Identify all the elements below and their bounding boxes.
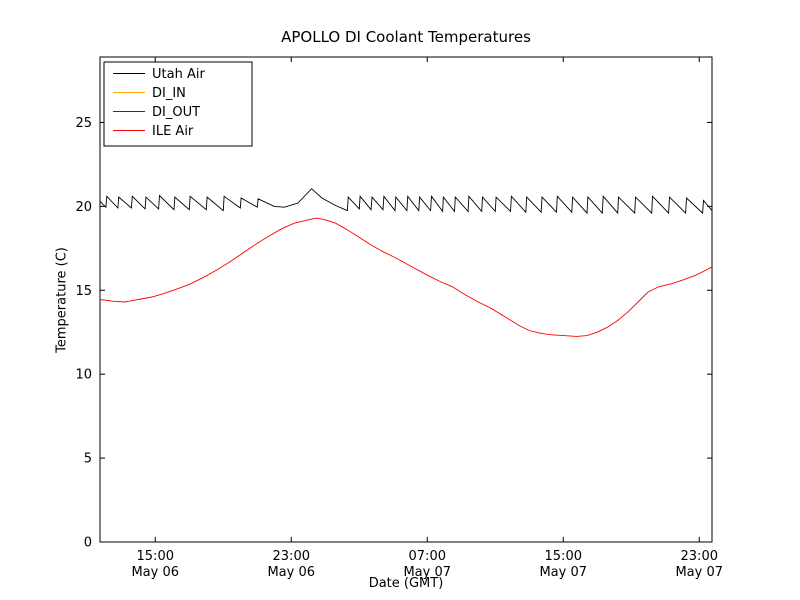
series-line-ile-air bbox=[99, 217, 713, 337]
y-tick-label: 25 bbox=[75, 116, 92, 131]
x-tick-label-date: May 06 bbox=[131, 565, 179, 580]
legend-label: DI_OUT bbox=[152, 105, 200, 120]
chart-title: APOLLO DI Coolant Temperatures bbox=[281, 28, 531, 46]
legend-label: Utah Air bbox=[152, 67, 205, 82]
y-tick-label: 15 bbox=[75, 284, 92, 299]
legend-label: DI_IN bbox=[152, 86, 186, 101]
y-tick-label: 10 bbox=[75, 368, 92, 383]
x-tick-label-time: 23:00 bbox=[273, 549, 310, 564]
series-line-utah-air bbox=[99, 188, 713, 215]
y-tick-label: 20 bbox=[75, 200, 92, 215]
y-tick-label: 0 bbox=[84, 536, 92, 551]
legend-box bbox=[103, 61, 253, 147]
x-tick-label-time: 23:00 bbox=[681, 549, 718, 564]
y-axis-label: Temperature (C) bbox=[54, 247, 70, 353]
legend-label: ILE Air bbox=[152, 124, 194, 139]
x-axis-label: Date (GMT) bbox=[368, 576, 444, 591]
x-tick-label-time: 07:00 bbox=[409, 549, 446, 564]
x-tick-label-date: May 07 bbox=[403, 565, 451, 580]
x-tick-label-date: May 07 bbox=[675, 565, 723, 580]
x-tick-label-date: May 07 bbox=[539, 565, 587, 580]
x-tick-label-time: 15:00 bbox=[545, 549, 582, 564]
x-tick-label-date: May 06 bbox=[267, 565, 315, 580]
y-tick-label: 5 bbox=[84, 452, 92, 467]
x-tick-label-time: 15:00 bbox=[137, 549, 174, 564]
